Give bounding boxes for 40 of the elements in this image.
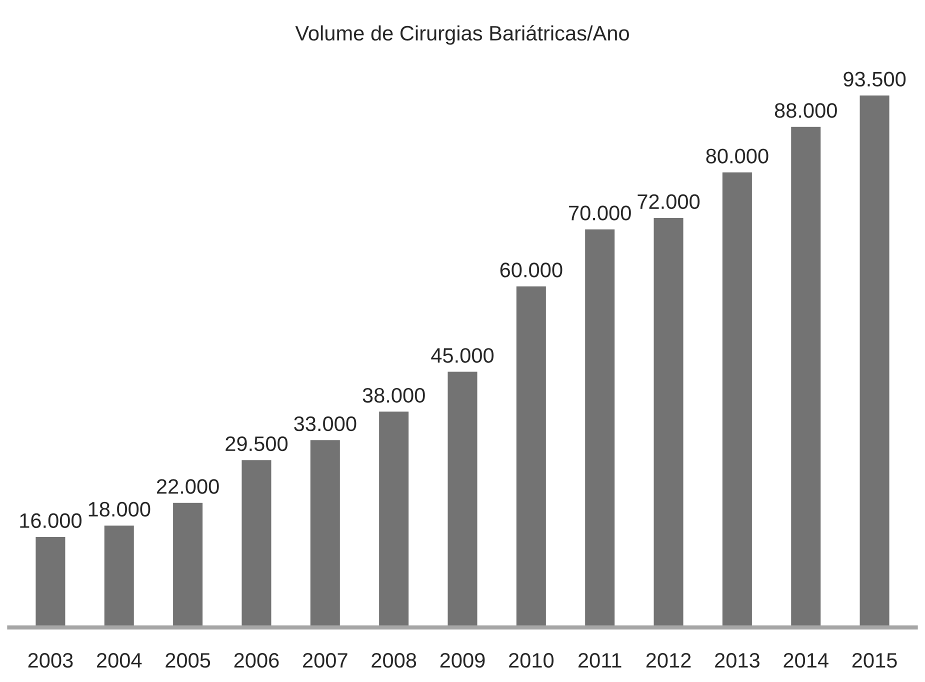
x-tick-label: 2007	[303, 652, 348, 668]
bar	[858, 94, 891, 628]
x-tick-label: 2010	[509, 652, 554, 668]
data-label: 29.500	[226, 436, 288, 452]
data-label: 22.000	[156, 479, 219, 494]
bar	[240, 458, 273, 628]
x-tick-label: 2015	[852, 652, 897, 668]
data-label: 88.000	[774, 103, 837, 118]
x-tick-label: 2005	[166, 652, 210, 668]
data-label: 72.000	[638, 194, 700, 210]
x-tick-label: 2003	[28, 652, 73, 668]
data-label: 80.000	[706, 148, 768, 164]
x-tick-label: 2011	[578, 652, 622, 668]
chart-title: Volume de Cirurgias Bariátricas/Ano	[295, 25, 629, 45]
bar	[34, 536, 67, 628]
x-tick-label: 2009	[440, 652, 485, 668]
data-label: 70.000	[569, 206, 631, 220]
bar	[172, 501, 204, 628]
x-tick-label: 2008	[372, 652, 416, 668]
data-label: 45.000	[431, 348, 494, 363]
x-tick-label: 2014	[784, 652, 828, 668]
bar	[446, 370, 479, 628]
data-label: 18.000	[88, 502, 150, 517]
x-tick-label: 2013	[715, 652, 760, 668]
data-label: 93.500	[844, 72, 906, 87]
bar	[584, 228, 616, 628]
data-label: 60.000	[500, 262, 562, 278]
bar	[102, 524, 136, 628]
x-tick-label: 2012	[646, 652, 691, 668]
bar	[515, 284, 548, 628]
bar	[309, 438, 342, 628]
bar	[378, 410, 410, 628]
data-label: 38.000	[362, 388, 425, 403]
data-label: 33.000	[294, 416, 356, 432]
bar	[652, 216, 685, 628]
x-tick-label: 2004	[97, 652, 142, 668]
bar	[721, 171, 754, 628]
bar	[790, 125, 822, 628]
data-label: 16.000	[20, 513, 82, 528]
x-tick-label: 2006	[234, 652, 279, 668]
